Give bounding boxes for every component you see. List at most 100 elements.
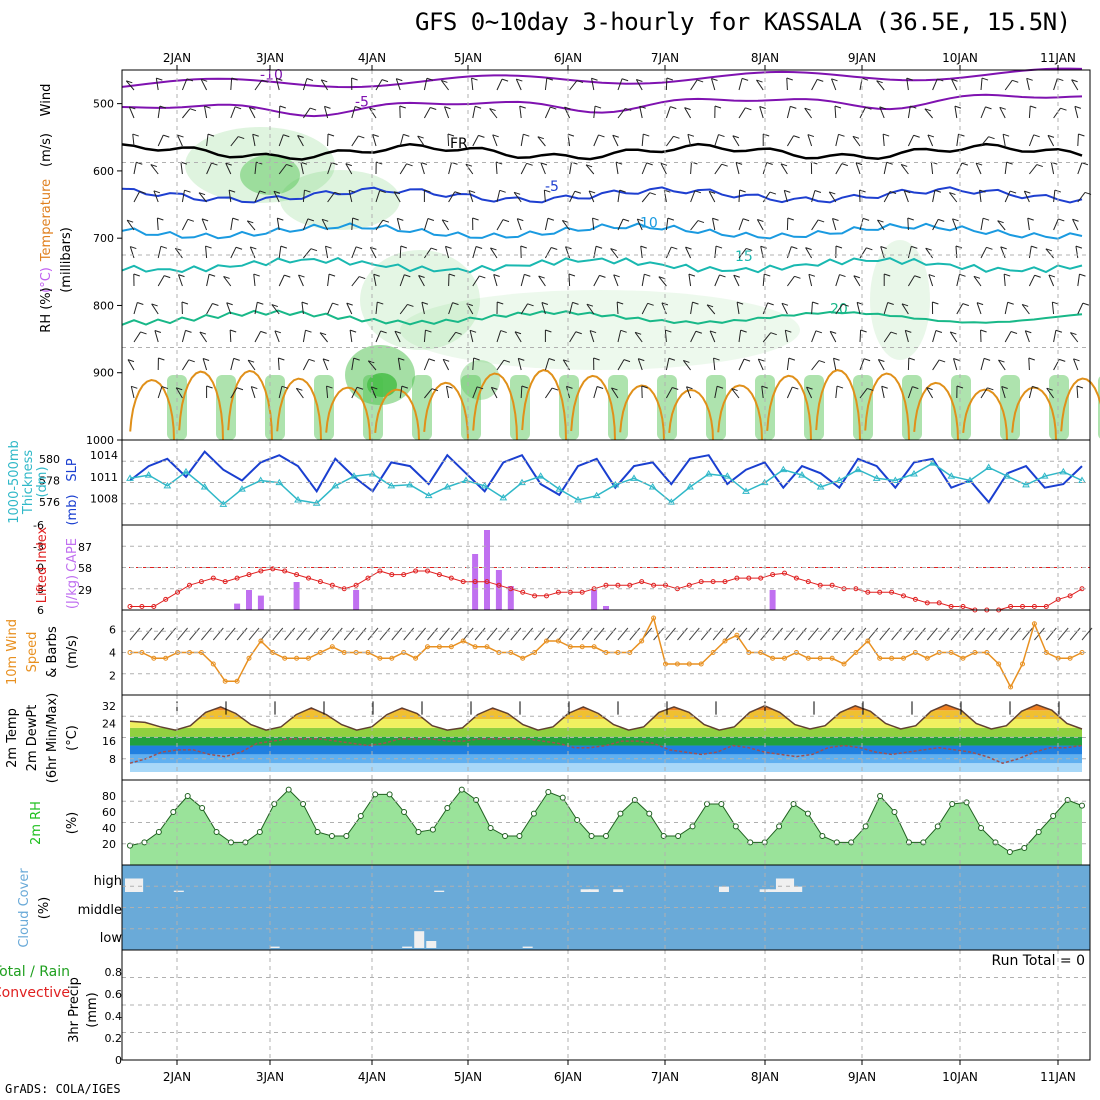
wind-barb xyxy=(955,245,963,249)
panel-frame xyxy=(121,949,1091,1061)
rh2m-point xyxy=(256,829,263,835)
wind-barb xyxy=(567,133,575,137)
isotherm-line xyxy=(121,256,1083,274)
ylabel-cape: CAPE xyxy=(65,538,80,572)
wind-barb xyxy=(1028,357,1030,371)
wind-barb xyxy=(499,189,506,193)
wind-barb xyxy=(273,190,281,194)
rh2m-point xyxy=(718,801,725,807)
wind-barb xyxy=(261,79,269,83)
wind-barb xyxy=(445,246,450,259)
isotherm-line xyxy=(325,386,371,441)
wind-barb xyxy=(687,133,695,137)
wind-barb xyxy=(1075,246,1079,259)
wind-barb xyxy=(714,163,723,175)
rh2m-point xyxy=(1006,849,1013,855)
wind-barb xyxy=(1004,331,1012,343)
wind-barb xyxy=(1077,192,1086,203)
wind-barb xyxy=(927,134,935,138)
wind-barb xyxy=(475,245,483,249)
wind-barb xyxy=(381,79,389,83)
wind-barb xyxy=(682,360,691,371)
wind-barb xyxy=(537,136,545,140)
wind-barb xyxy=(189,108,197,112)
wind-barb xyxy=(932,78,938,91)
wind-barb xyxy=(207,133,215,137)
lifted-index-point xyxy=(1031,603,1037,609)
wind-barb xyxy=(859,388,868,399)
wind-speed-point xyxy=(1031,621,1037,627)
wind-barb xyxy=(448,302,453,315)
wind-barb xyxy=(835,245,843,249)
wind-barb xyxy=(562,219,569,223)
wind-barb xyxy=(756,79,763,83)
wind-barb xyxy=(1029,164,1038,175)
thickness-point xyxy=(910,470,918,477)
wind-barb xyxy=(139,190,146,194)
wind-barb xyxy=(853,275,861,287)
wind-barb xyxy=(130,386,135,399)
wind-barb xyxy=(956,303,964,315)
pressure-tick-label: 600 xyxy=(93,165,114,178)
wind-barb xyxy=(591,78,595,91)
wind-barb xyxy=(835,303,844,315)
wind-barb xyxy=(886,161,893,165)
wind-barb xyxy=(351,135,359,147)
wind-barb xyxy=(980,358,985,371)
rh2m-point xyxy=(732,823,739,830)
wind-speed-point xyxy=(425,644,430,650)
rh2m-point xyxy=(934,823,941,830)
thickness-point xyxy=(480,481,489,489)
wind-barb xyxy=(308,627,319,641)
rh-tick-label: 40 xyxy=(102,822,116,835)
lifted-index-point xyxy=(234,575,240,581)
wind-barb xyxy=(520,134,524,147)
wind-speed-point xyxy=(377,655,383,661)
wind-barb xyxy=(636,79,643,82)
wind-barb xyxy=(907,217,914,221)
wind-barb xyxy=(126,80,133,84)
wind-barb xyxy=(472,106,476,119)
wind-barb xyxy=(256,161,263,165)
wind-barb xyxy=(157,217,164,221)
wind-barb xyxy=(175,247,182,251)
wind-barb xyxy=(326,385,333,389)
wind-barb xyxy=(786,77,793,81)
wind-barb xyxy=(588,190,595,203)
wind-barb xyxy=(231,77,238,81)
wind-barb xyxy=(721,163,728,167)
cape-bar xyxy=(591,590,598,610)
wind-barb xyxy=(956,274,960,287)
wind-barb xyxy=(961,162,969,166)
wind-barb xyxy=(958,133,965,137)
wind-barb xyxy=(761,386,764,399)
wind-barb xyxy=(302,190,305,203)
wind-barb xyxy=(327,191,336,203)
wind-barb xyxy=(442,219,449,223)
wind-barb xyxy=(369,107,377,119)
wind-barb xyxy=(377,301,384,305)
wind-barb xyxy=(421,302,425,315)
wind-barb xyxy=(712,217,719,221)
wind-barb xyxy=(859,329,862,343)
wind-barb xyxy=(807,627,819,641)
wind-barb xyxy=(718,134,725,138)
wind-barb xyxy=(883,162,888,175)
wind-barb xyxy=(489,108,498,119)
wind-barb xyxy=(278,386,283,399)
wind-barb xyxy=(324,106,329,119)
wind-barb xyxy=(859,247,867,259)
wind-barb xyxy=(952,218,959,222)
wind-barb xyxy=(249,106,256,110)
wind-barb xyxy=(1001,386,1008,389)
wind-barb xyxy=(719,274,726,278)
rh2m-point xyxy=(184,793,191,799)
rh-shade-area xyxy=(367,373,397,397)
isotherm-line xyxy=(864,372,910,441)
wind-barb xyxy=(1059,358,1066,362)
wind-barb xyxy=(759,106,764,119)
wind-barb xyxy=(343,627,355,641)
wind-barb xyxy=(514,331,522,335)
wind-barb xyxy=(756,79,764,91)
wind-barb xyxy=(247,220,254,224)
